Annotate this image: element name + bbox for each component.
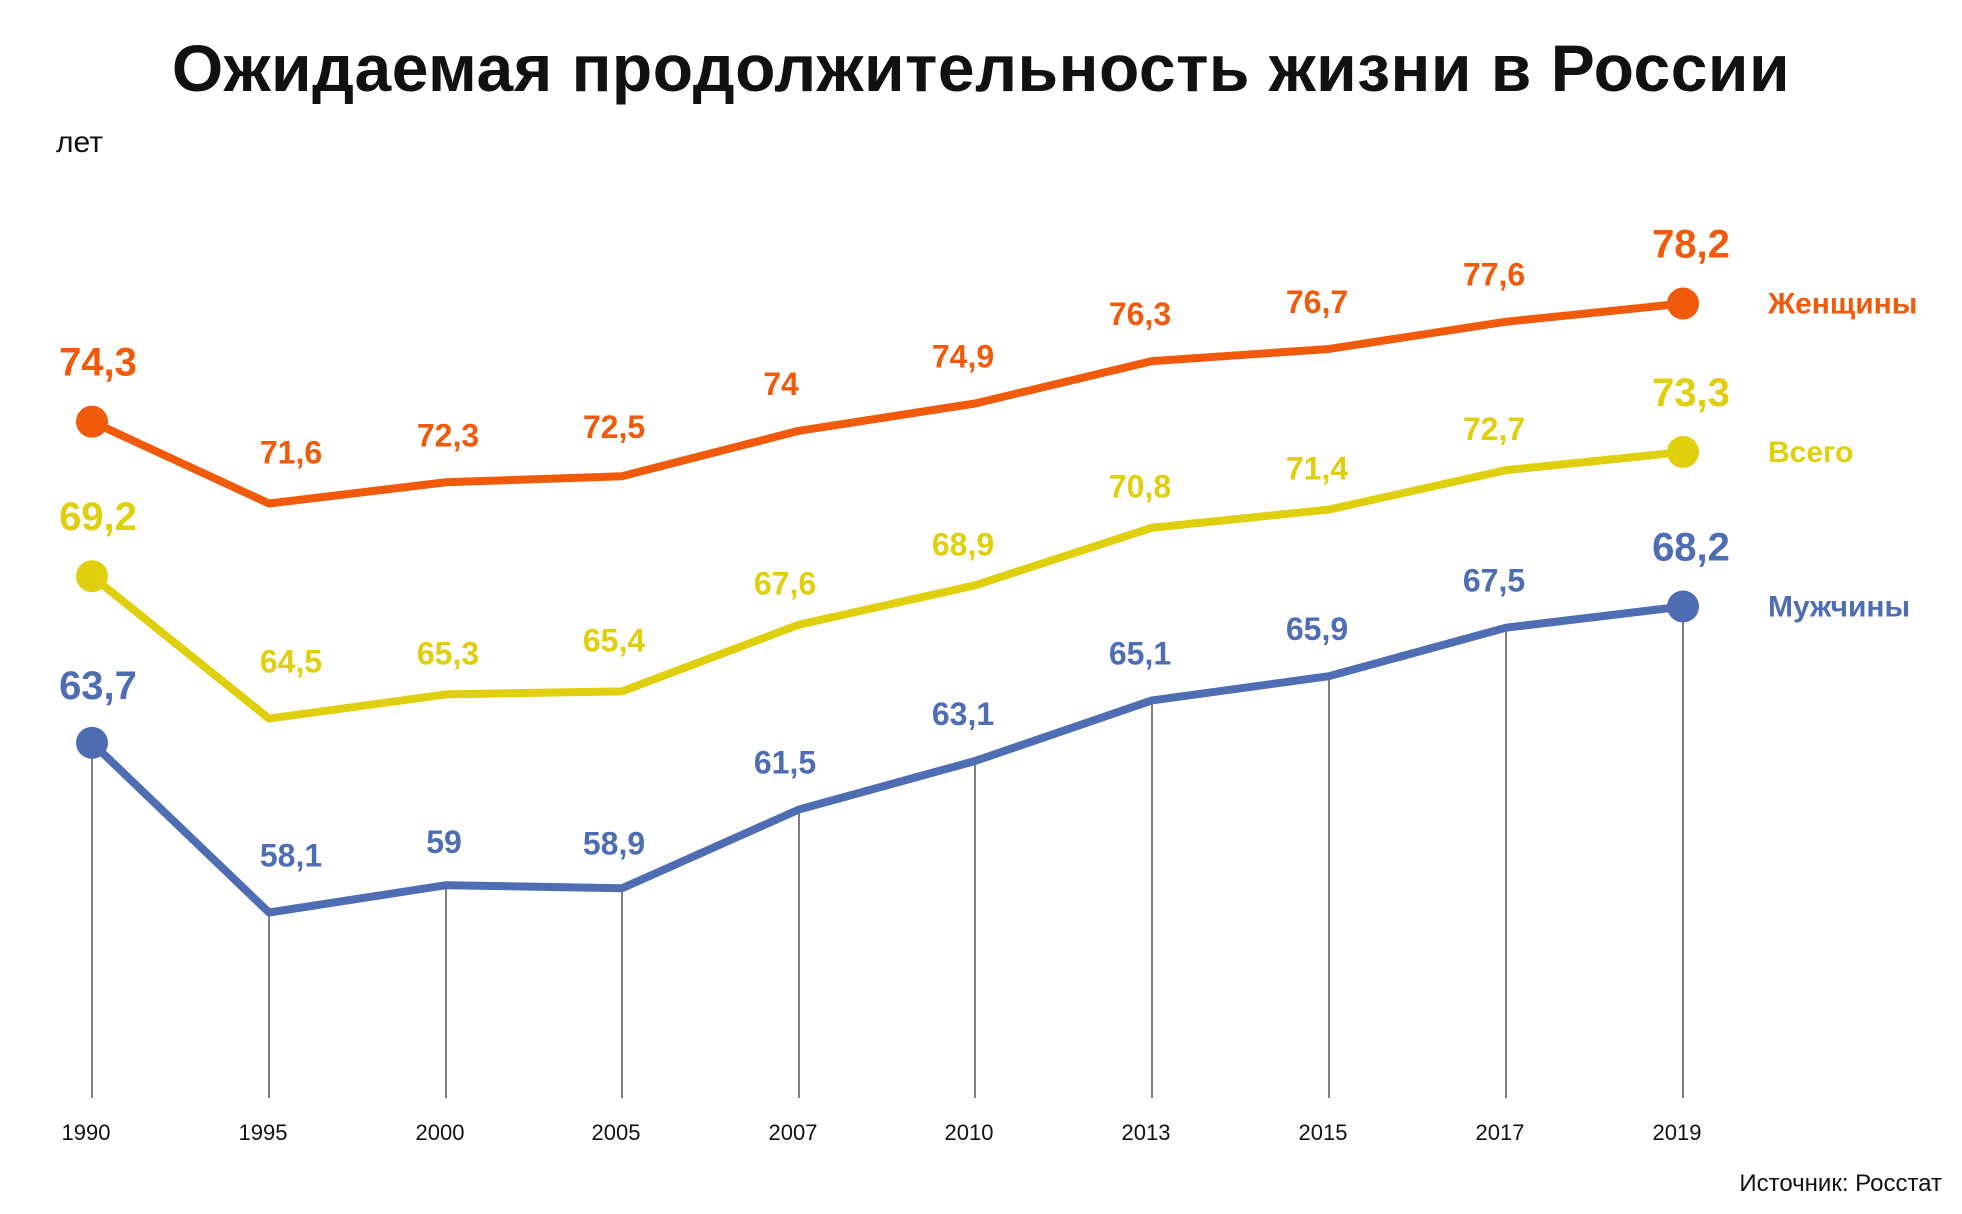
x-tick-label-2000: 2000 (416, 1120, 465, 1145)
data-label-total-2017: 72,7 (1463, 411, 1525, 447)
data-label-total-1990: 69,2 (59, 495, 137, 539)
data-label-women-1990: 74,3 (59, 341, 137, 385)
marker-men-2019 (1667, 590, 1699, 623)
chart-title: Ожидаемая продолжительность жизни в Росс… (171, 31, 1791, 105)
data-label-women-2010: 74,9 (932, 339, 994, 375)
x-tick-label-1995: 1995 (239, 1120, 288, 1145)
data-label-women-1995: 71,6 (260, 434, 322, 470)
x-tick-label-2010: 2010 (945, 1120, 994, 1145)
data-label-men-1995: 58,1 (260, 837, 322, 873)
legend-label-total: Всего (1768, 436, 1853, 469)
marker-women-1990 (76, 405, 108, 438)
data-label-total-2015: 71,4 (1286, 451, 1348, 487)
series-line-total (88, 447, 1687, 723)
series-line-women (88, 299, 1687, 508)
data-label-women-2017: 77,6 (1463, 257, 1525, 293)
x-tick-label-2019: 2019 (1653, 1120, 1702, 1145)
endpoint-markers (76, 287, 1699, 759)
data-label-total-2010: 68,9 (932, 526, 994, 562)
data-label-men-2017: 67,5 (1463, 563, 1525, 599)
data-label-men-2015: 65,9 (1286, 611, 1348, 647)
x-tick-label-2007: 2007 (769, 1120, 818, 1145)
marker-women-2019 (1667, 287, 1699, 320)
data-labels: 74,3 71,6 72,3 72,5 74 74,9 76,3 76,7 77,6 78,2 69… (59, 223, 1730, 874)
data-label-women-2005: 72,5 (583, 409, 645, 445)
data-label-total-2019: 73,3 (1652, 371, 1730, 415)
x-tick-label-2017: 2017 (1476, 1120, 1525, 1145)
data-label-men-2000: 59 (426, 824, 462, 860)
drop-lines (91, 606, 1684, 1098)
data-label-women-2015: 76,7 (1286, 284, 1348, 320)
legend-label-women: Женщины (1767, 288, 1917, 321)
data-label-total-2013: 70,8 (1109, 469, 1171, 505)
data-label-men-2013: 65,1 (1109, 635, 1171, 671)
data-label-men-2005: 58,9 (583, 825, 645, 861)
x-axis-ticks: 1990 1995 2000 2005 2007 2010 2013 2015 2017 2019 (62, 1120, 1702, 1145)
x-tick-label-2013: 2013 (1122, 1120, 1171, 1145)
marker-men-1990 (76, 726, 108, 759)
data-label-total-1995: 64,5 (260, 644, 322, 680)
data-label-men-2010: 63,1 (932, 696, 994, 732)
data-label-total-2000: 65,3 (417, 635, 479, 671)
data-label-women-2013: 76,3 (1109, 296, 1171, 332)
y-unit-label: лет (56, 126, 103, 159)
data-label-total-2005: 65,4 (583, 622, 645, 658)
x-tick-label-2015: 2015 (1299, 1120, 1348, 1145)
data-label-men-2019: 68,2 (1652, 525, 1730, 569)
x-tick-label-2005: 2005 (592, 1120, 641, 1145)
data-label-women-2000: 72,3 (417, 417, 479, 453)
series-lines (88, 299, 1687, 917)
data-label-total-2007: 67,6 (754, 566, 816, 602)
marker-total-1990 (76, 560, 108, 593)
data-label-women-2007: 74 (763, 366, 799, 402)
series-line-men (88, 602, 1687, 917)
legend-label-men: Мужчины (1768, 590, 1910, 623)
x-tick-label-1990: 1990 (62, 1120, 111, 1145)
data-label-women-2019: 78,2 (1652, 223, 1730, 267)
data-label-men-2007: 61,5 (754, 744, 816, 780)
source-note: Источник: Росстат (1739, 1170, 1942, 1197)
legend: Женщины Всего Мужчины (1767, 288, 1917, 624)
data-label-men-1990: 63,7 (59, 664, 137, 708)
marker-total-2019 (1667, 435, 1699, 468)
